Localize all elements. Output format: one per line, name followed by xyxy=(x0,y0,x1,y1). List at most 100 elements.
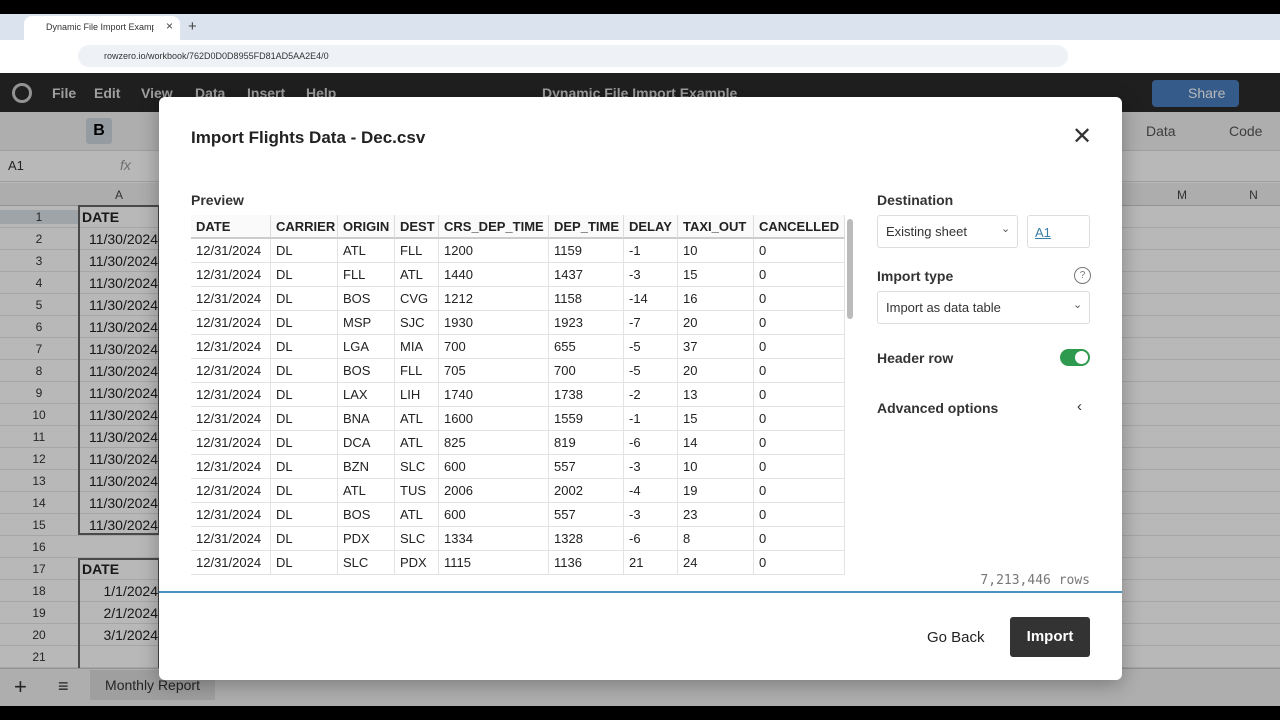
table-cell: 12/31/2024 xyxy=(191,407,271,431)
chevron: ⌄ xyxy=(1073,299,1083,311)
table-cell: 21 xyxy=(624,551,678,575)
table-cell: DL xyxy=(271,503,338,527)
table-cell: LIH xyxy=(395,383,439,407)
fx: fx xyxy=(120,157,131,173)
cell: 1/1/2024 xyxy=(103,583,159,599)
table-cell: 2002 xyxy=(549,479,624,503)
table-cell: 10 xyxy=(678,239,754,263)
table-cell: DL xyxy=(271,431,338,455)
row-number: 5 xyxy=(35,298,43,312)
table-cell: MIA xyxy=(395,335,439,359)
table-cell: 1158 xyxy=(549,287,624,311)
cell: 11/30/2024 xyxy=(88,363,158,379)
cell-input[interactable] xyxy=(1027,215,1090,248)
table-cell: 12/31/2024 xyxy=(191,503,271,527)
go-back-button[interactable]: Go Back xyxy=(927,629,985,646)
table-cell: 0 xyxy=(754,503,845,527)
close-button[interactable]: ✕ xyxy=(1072,123,1093,150)
url[interactable]: rowzero.io/workbook/762D0D0D8955FD81AD5A… xyxy=(104,51,329,61)
table-cell: -1 xyxy=(624,239,678,263)
table-cell: 16 xyxy=(678,287,754,311)
top-letterbox xyxy=(0,0,1280,14)
table-cell: ATL xyxy=(395,503,439,527)
column-header: TAXI_OUT xyxy=(678,215,754,239)
table-cell: 819 xyxy=(549,431,624,455)
toolbar-code[interactable]: Code xyxy=(1229,123,1263,139)
import-button[interactable]: Import xyxy=(1010,617,1090,657)
table-cell: 1136 xyxy=(549,551,624,575)
table-cell: 1738 xyxy=(549,383,624,407)
table-cell: 1334 xyxy=(439,527,549,551)
menu-item[interactable]: File xyxy=(52,85,77,101)
destination-value: Existing sheet xyxy=(886,224,967,239)
table-cell: SJC xyxy=(395,311,439,335)
share-button[interactable] xyxy=(1152,80,1239,107)
row-number: 14 xyxy=(32,496,46,510)
table-cell: -5 xyxy=(624,335,678,359)
import-type-select[interactable] xyxy=(877,291,1090,324)
table-cell: CVG xyxy=(395,287,439,311)
cell: 11/30/2024 xyxy=(88,407,158,423)
import-type-label: Import type xyxy=(877,268,954,284)
column-header: DATE xyxy=(191,215,271,239)
table-cell: 0 xyxy=(754,335,845,359)
table-cell: -3 xyxy=(624,503,678,527)
table-cell: 20 xyxy=(678,311,754,335)
row-number: 6 xyxy=(35,320,43,334)
bold-button[interactable]: B xyxy=(86,118,112,144)
omnibox xyxy=(78,45,1068,67)
table-cell: DL xyxy=(271,263,338,287)
table-cell: 600 xyxy=(439,503,549,527)
table-cell: 12/31/2024 xyxy=(191,335,271,359)
row-number: 3 xyxy=(35,254,43,268)
table-cell: 20 xyxy=(678,359,754,383)
column-header: N xyxy=(1249,188,1258,202)
bottom-letterbox xyxy=(0,706,1280,720)
cell: 11/30/2024 xyxy=(88,231,158,247)
table-cell: 12/31/2024 xyxy=(191,455,271,479)
row-count: 7,213,446 rows xyxy=(980,573,1090,588)
table-cell: DCA xyxy=(338,431,395,455)
table-cell: 1437 xyxy=(549,263,624,287)
table-cell: 1440 xyxy=(439,263,549,287)
sheet-tab[interactable]: Monthly Report xyxy=(90,670,215,700)
toolbar-data[interactable]: Data xyxy=(1146,123,1176,139)
new-tab: + xyxy=(188,18,197,35)
destination-select[interactable] xyxy=(877,215,1018,248)
table-cell: -1 xyxy=(624,407,678,431)
sheet-menu[interactable]: ≡ xyxy=(58,676,69,696)
table-cell: DL xyxy=(271,383,338,407)
share-label[interactable]: Share xyxy=(1188,85,1226,101)
table-cell: 557 xyxy=(549,455,624,479)
table-cell: MSP xyxy=(338,311,395,335)
row-number: 21 xyxy=(32,650,46,664)
cell: 11/30/2024 xyxy=(88,253,158,269)
cell: DATE xyxy=(82,209,120,225)
table-cell: 1200 xyxy=(439,239,549,263)
table-cell: 19 xyxy=(678,479,754,503)
table-cell: DL xyxy=(271,359,338,383)
table-cell: 8 xyxy=(678,527,754,551)
table-cell: DL xyxy=(271,479,338,503)
row-number: 18 xyxy=(32,584,46,598)
table-cell: ATL xyxy=(395,431,439,455)
menu-item[interactable]: Edit xyxy=(94,85,121,101)
table-cell: 1212 xyxy=(439,287,549,311)
table-cell: -5 xyxy=(624,359,678,383)
advanced-label[interactable]: Advanced options xyxy=(877,400,999,416)
table-cell: DL xyxy=(271,455,338,479)
close-tab: × xyxy=(166,19,174,33)
destination-label: Destination xyxy=(877,192,954,208)
scrollbar-thumb[interactable] xyxy=(847,219,853,319)
table-cell: 0 xyxy=(754,527,845,551)
add-sheet[interactable]: + xyxy=(14,674,27,699)
table-cell: 0 xyxy=(754,359,845,383)
cell: 11/30/2024 xyxy=(88,275,158,291)
cell: 11/30/2024 xyxy=(88,429,158,445)
table-cell: 12/31/2024 xyxy=(191,359,271,383)
table-cell: -6 xyxy=(624,431,678,455)
table-cell: 0 xyxy=(754,431,845,455)
table-cell: 600 xyxy=(439,455,549,479)
tab-title[interactable]: Dynamic File Import Example - xyxy=(46,22,154,32)
